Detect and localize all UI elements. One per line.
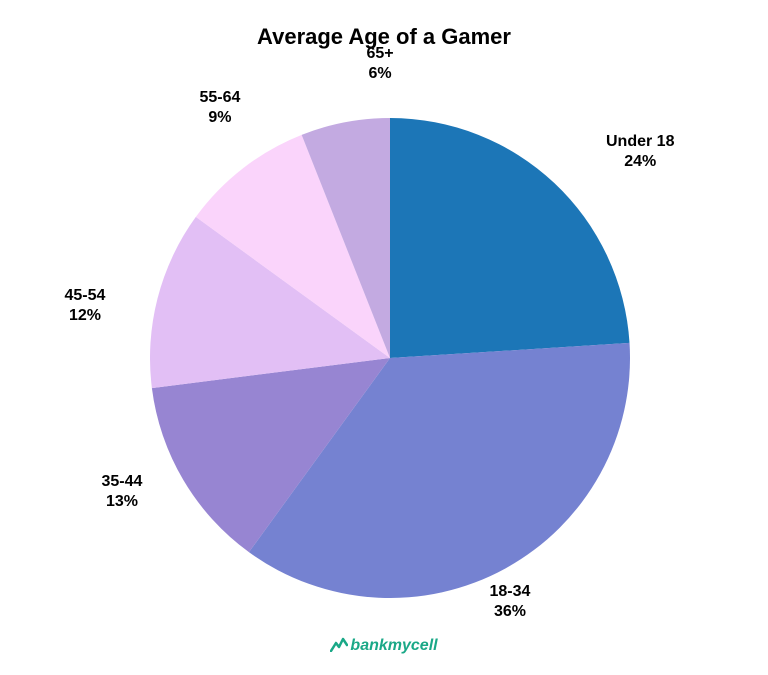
slice-label-name: Under 18 [606,132,674,152]
slice-label-percent: 6% [367,64,394,84]
brand-logo: bankmycell [0,636,768,655]
slice-label-3: 45-5412% [65,286,106,326]
slice-label-percent: 9% [200,108,241,128]
slice-label-2: 35-4413% [102,472,143,512]
slice-label-name: 35-44 [102,472,143,492]
slice-label-name: 45-54 [65,286,106,306]
pie-chart [150,118,630,603]
slice-label-percent: 24% [606,152,674,172]
slice-label-1: 18-3436% [490,582,531,622]
brand-text: bankmycell [350,637,437,654]
slice-label-name: 65+ [367,44,394,64]
slice-label-5: 65+6% [367,44,394,84]
slice-label-0: Under 1824% [606,132,674,172]
slice-label-percent: 12% [65,306,106,326]
slice-label-name: 55-64 [200,88,241,108]
slice-label-percent: 13% [102,492,143,512]
slice-label-name: 18-34 [490,582,531,602]
pie-slice-0 [390,118,630,358]
slice-label-percent: 36% [490,602,531,622]
pie-svg [150,118,630,598]
slice-label-4: 55-649% [200,88,241,128]
